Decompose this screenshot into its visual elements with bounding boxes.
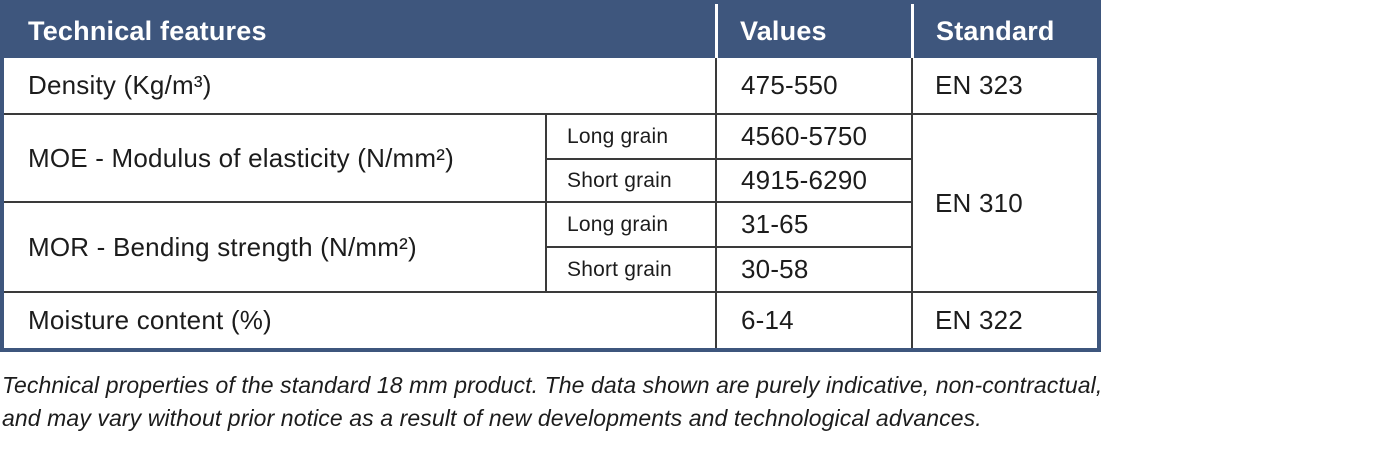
density-standard-cell: EN 323 [911,58,1097,115]
header-standard: Standard [911,4,1097,58]
moe-mor-standard-cell: EN 310 [911,115,1097,293]
mor-long-grain-value-cell: 31-65 [715,203,911,248]
moe-long-grain-label-cell: Long grain [545,115,715,160]
density-feature-cell: Density (Kg/m³) [4,58,715,115]
mor-short-grain-label-cell: Short grain [545,248,715,293]
mor-feature-cell: MOR - Bending strength (N/mm²) [4,203,545,293]
moe-short-grain-value-cell: 4915-6290 [715,160,911,203]
moe-short-grain-label-cell: Short grain [545,160,715,203]
table-caption: Technical properties of the standard 18 … [2,372,1103,431]
moe-long-grain-value-cell: 4560-5750 [715,115,911,160]
header-technical-features: Technical features [4,4,715,58]
moisture-value-cell: 6-14 [715,293,911,348]
header-values: Values [715,4,911,58]
mor-short-grain-value-cell: 30-58 [715,248,911,293]
technical-features-table: Technical features Values Standard Densi… [0,0,1101,352]
moisture-feature-cell: Moisture content (%) [28,305,272,335]
moisture-standard-cell: EN 322 [911,293,1097,348]
moe-feature-cell: MOE - Modulus of elasticity (N/mm²) [4,115,545,203]
density-value-cell: 475-550 [715,58,911,115]
mor-long-grain-label-cell: Long grain [545,203,715,248]
